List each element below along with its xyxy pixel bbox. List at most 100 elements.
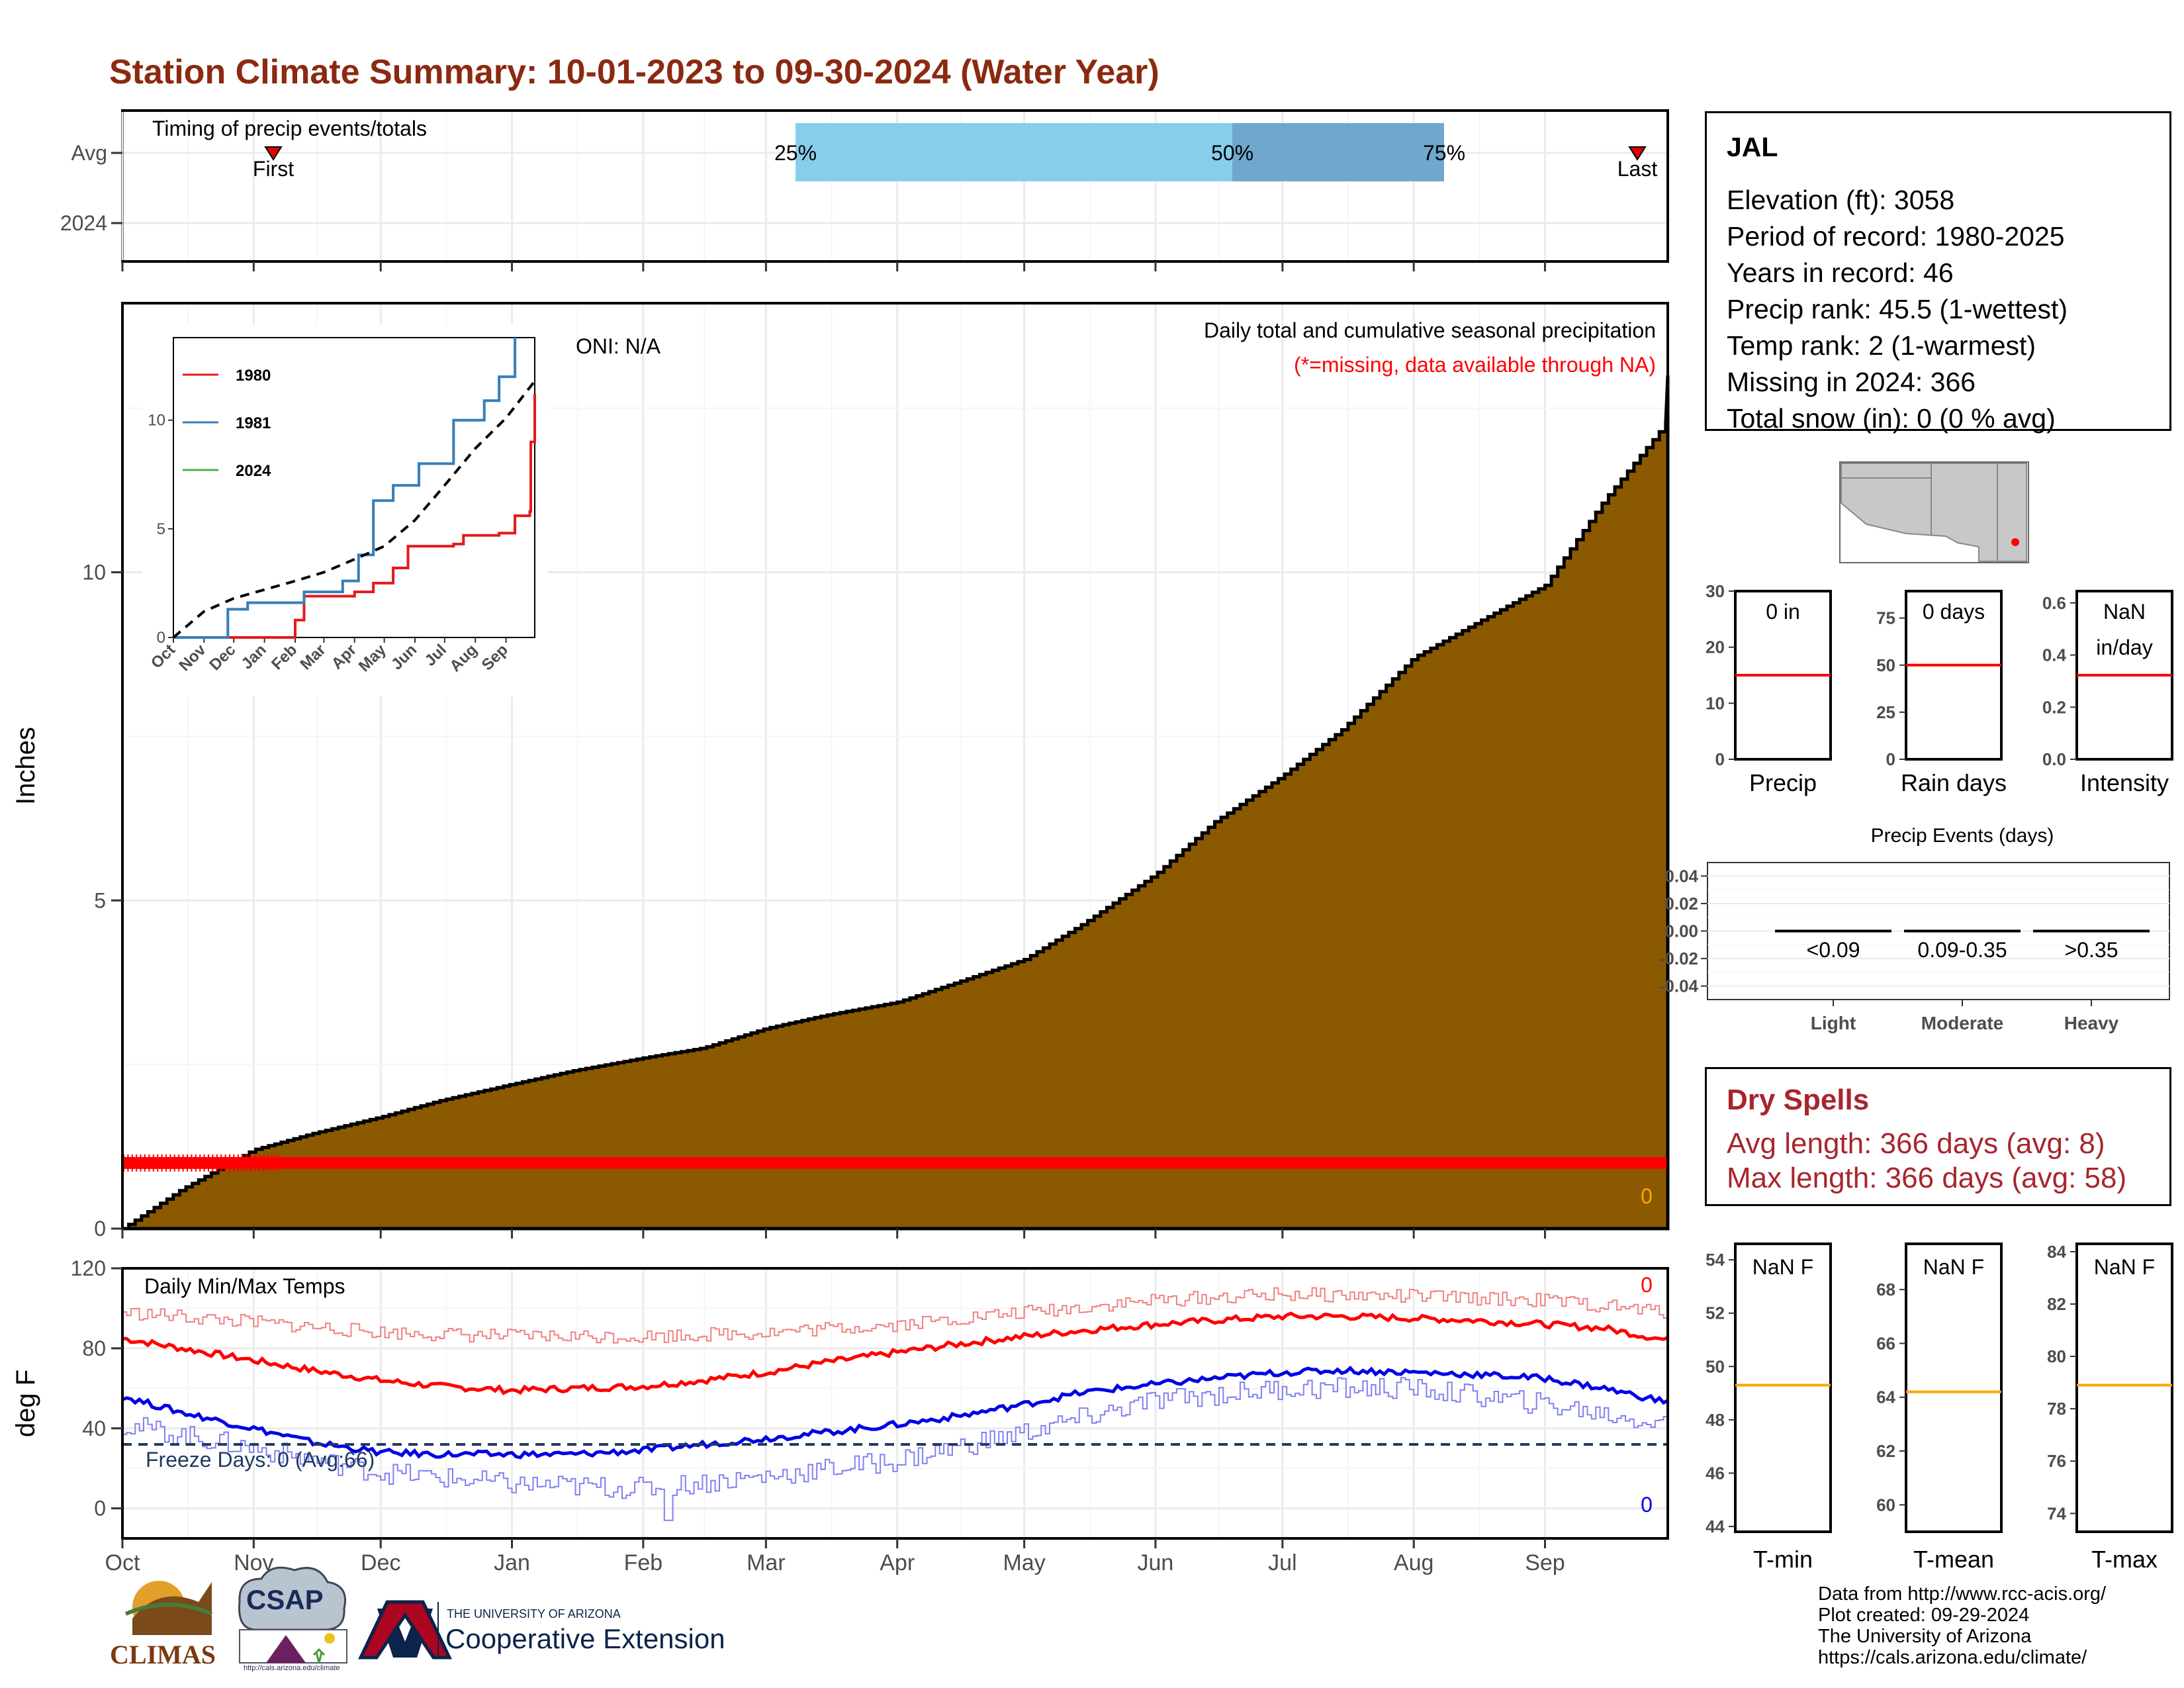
station-years: Years in record: 46: [1727, 258, 1954, 289]
current-precip-value: 0: [1641, 1184, 1653, 1208]
inset-legend-label: 1980: [236, 367, 271, 385]
summary-bar-tick-label: 0: [1886, 749, 1895, 769]
precip-header-missing-note: (*=missing, data available through NA): [1294, 353, 1656, 377]
temp-bar-label: T-mean: [1913, 1546, 1994, 1573]
summary-bar-label: Intensity: [2080, 769, 2169, 796]
ua-logo-line1: THE UNIVERSITY OF ARIZONA: [447, 1607, 621, 1621]
freeze-days-label: Freeze Days: 0 (Avg:66): [146, 1448, 375, 1472]
temp-bar-label: T-max: [2091, 1546, 2158, 1573]
inset-ytick-label: 10: [148, 412, 165, 430]
station-missing: Missing in 2024: 366: [1727, 367, 1976, 398]
temp-panel-title: Daily Min/Max Temps: [144, 1274, 345, 1298]
timing-ylabel-avg: Avg: [71, 141, 107, 165]
temp-bar-tick-label: 50: [1706, 1356, 1725, 1376]
summary-bar-tick-label: 20: [1706, 637, 1725, 657]
temp-bar-tick-label: 78: [2047, 1399, 2066, 1419]
events-ytick-label: 0.04: [1664, 866, 1698, 886]
temp-bar-tick-label: 46: [1706, 1463, 1725, 1483]
temp-month-label: Aug: [1394, 1550, 1434, 1575]
temp-ytick-label: 120: [71, 1256, 106, 1280]
temp-bar-tick-label: 44: [1706, 1517, 1725, 1536]
events-category-label: Heavy: [2064, 1013, 2119, 1033]
missing-band: [122, 1157, 1668, 1169]
last-event-label: Last: [1617, 157, 1658, 181]
station-snow: Total snow (in): 0 (0 % avg): [1727, 403, 2056, 434]
events-ytick-label: 0.00: [1664, 921, 1698, 941]
footer-university: The University of Arizona: [1818, 1626, 2031, 1648]
inset-legend-label: 2024: [236, 462, 271, 480]
events-range-label: <0.09: [1807, 938, 1860, 962]
summary-bar-tick-label: 0: [1715, 749, 1725, 769]
events-category-label: Light: [1811, 1013, 1856, 1033]
dry-spells-title: Dry Spells: [1727, 1084, 1869, 1117]
summary-bar-tick-label: 50: [1876, 655, 1895, 675]
temp-bar-tick-label: 84: [2047, 1242, 2066, 1262]
summary-bar-value: 0 in: [1766, 600, 1800, 624]
station-info-box: JAL Elevation (ft): 3058 Period of recor…: [1705, 111, 2171, 431]
dry-spells-box: Dry Spells Avg length: 366 days (avg: 8)…: [1705, 1067, 2171, 1206]
station-name: JAL: [1727, 132, 1778, 163]
precip-ytick-label: 10: [82, 561, 106, 585]
summary-bar-tick-label: 75: [1876, 608, 1895, 628]
csap-sun-icon: [324, 1633, 335, 1644]
timing-ylabel-2024: 2024: [60, 211, 107, 235]
footer-url: https://cals.arizona.edu/climate/: [1818, 1647, 2087, 1669]
temp-month-label: Feb: [624, 1550, 663, 1575]
summary-bar-tick-label: 0.0: [2042, 749, 2066, 769]
temp-bar-tick-label: 60: [1876, 1495, 1895, 1515]
precip-header-line1: Daily total and cumulative seasonal prec…: [1204, 318, 1656, 342]
summary-bar-tick-label: 10: [1706, 693, 1725, 713]
temp-bar-tick-label: 76: [2047, 1451, 2066, 1471]
tmin-count: 0: [1641, 1493, 1653, 1517]
page-title: Station Climate Summary: 10-01-2023 to 0…: [109, 53, 1160, 91]
temp-month-label: Dec: [361, 1550, 400, 1575]
climas-logo: [126, 1581, 212, 1635]
precip-events-title: Precip Events (days): [1871, 825, 2054, 847]
temp-xticks: Oct Nov Dec Jan Feb Mar Apr May Jun Jul Aug Sep: [105, 1538, 1565, 1575]
quartile-75-label: 75%: [1423, 141, 1465, 165]
summary-bar-value: in/day: [2096, 635, 2152, 659]
events-range-label: 0.09-0.35: [1917, 938, 2007, 962]
quartile-25-label: 25%: [774, 141, 817, 165]
timing-panel-label: Timing of precip events/totals: [152, 117, 427, 140]
temp-month-label: Jan: [494, 1550, 530, 1575]
temp-bar-frame: [2077, 1244, 2172, 1532]
quartile-25-50-bar: [796, 123, 1232, 181]
inset-ytick-label: 5: [157, 520, 165, 538]
summary-bar-value: NaN: [2103, 600, 2146, 624]
climas-logo-text: CLIMAS: [110, 1639, 216, 1670]
summary-bar-tick-label: 30: [1706, 581, 1725, 601]
summary-bar-label: Rain days: [1901, 769, 2007, 796]
events-ytick-label: 0.02: [1664, 894, 1698, 914]
precip-yticks: 0510: [82, 561, 122, 1241]
station-location-dot: [2011, 538, 2019, 546]
dry-spells-max: Max length: 366 days (avg: 58): [1727, 1162, 2126, 1195]
temp-month-label: Jul: [1268, 1550, 1297, 1575]
summary-bar-tick-label: 0.6: [2042, 593, 2066, 613]
temp-bar-tick-label: 68: [1876, 1280, 1895, 1299]
station-precip-rank: Precip rank: 45.5 (1-wettest): [1727, 294, 2068, 325]
summary-bar-value: 0 days: [1923, 600, 1985, 624]
temp-month-label: Mar: [747, 1550, 786, 1575]
summary-bar-tick-label: 25: [1876, 702, 1895, 722]
temp-bar-tick-label: 62: [1876, 1441, 1895, 1461]
tmax-count: 0: [1641, 1273, 1653, 1297]
temp-bar-tick-label: 64: [1876, 1387, 1895, 1407]
summary-bar-tick-label: 0.4: [2042, 645, 2067, 665]
csap-logo-text: CSAP: [246, 1584, 324, 1616]
temp-bar-value: NaN F: [2094, 1255, 2155, 1279]
temp-bar-frame: [1906, 1244, 2001, 1532]
precip-summary-bars: 01020300 inPrecip0255075 0 daysRain days0…: [1706, 581, 2172, 796]
temp-month-label: Oct: [105, 1550, 140, 1575]
inset-legend-label: 1981: [236, 414, 271, 432]
temp-bar-tick-label: 74: [2047, 1503, 2066, 1523]
temp-bar-tick-label: 48: [1706, 1410, 1725, 1430]
csap-logo-url: http://cals.arizona.edu/climate: [244, 1664, 340, 1672]
temp-bar-label: T-min: [1753, 1546, 1813, 1573]
temp-bar-tick-label: 54: [1706, 1250, 1725, 1270]
events-ytick-label: -0.04: [1659, 976, 1699, 996]
events-category-label: Moderate: [1921, 1013, 2003, 1033]
location-map: [1840, 462, 2028, 563]
precip-panel: 0 5 10 Inches Daily total and cumulative s…: [11, 303, 1668, 1241]
